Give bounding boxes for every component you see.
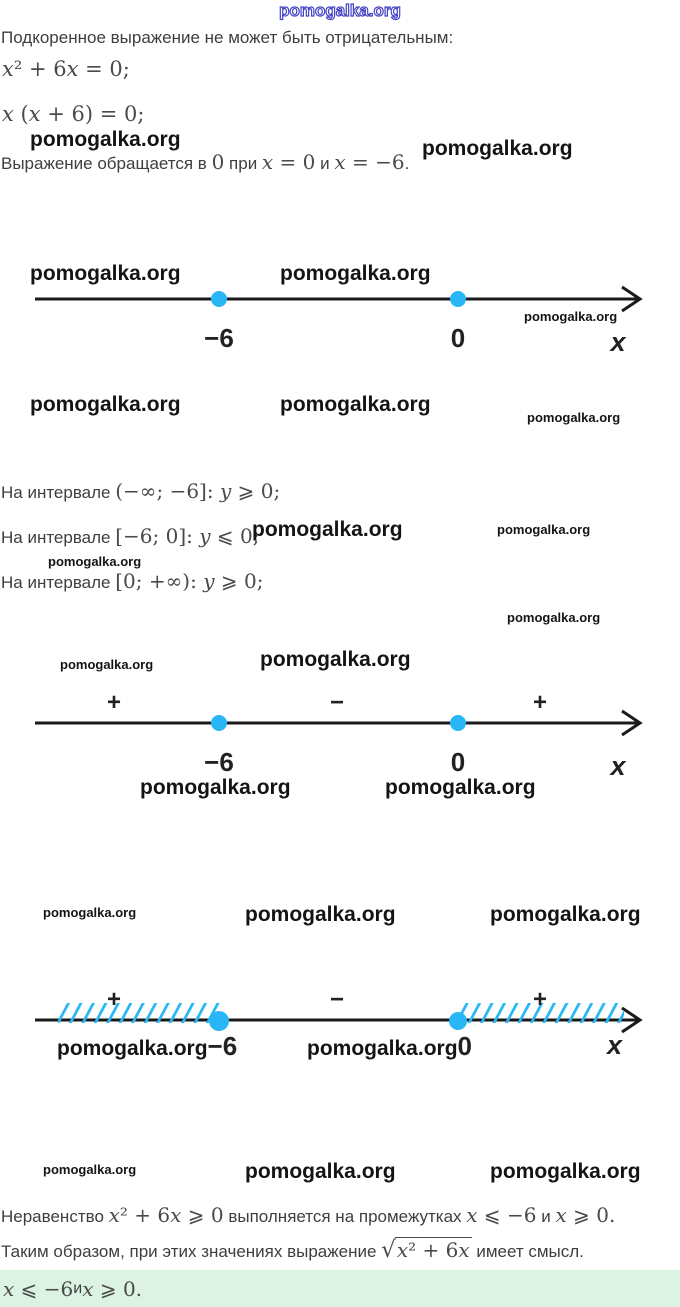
point-label-0: 0 bbox=[451, 747, 465, 777]
watermark: pomogalka.org bbox=[60, 657, 154, 672]
math-interval-2: [−6; 0]: y ⩽ 0; bbox=[115, 524, 260, 548]
watermark: pomogalka.org bbox=[490, 903, 641, 926]
watermark: pomogalka.org bbox=[497, 522, 591, 537]
watermark: pomogalka.org bbox=[30, 128, 181, 151]
interval-statement-1: На интервале (−∞; −6]: y ⩾ 0; bbox=[1, 481, 280, 505]
sign-plus: + bbox=[533, 986, 547, 1013]
text-segment: выполняется на промежутках bbox=[223, 1207, 467, 1226]
watermark: pomogalka.org bbox=[245, 1160, 396, 1183]
math-x-eq-neg6: x = −6 bbox=[334, 150, 405, 174]
point-dot-neg6 bbox=[209, 1011, 229, 1031]
sign-minus: − bbox=[330, 986, 344, 1013]
number-line-1: −6 0 x pomogalka.org bbox=[35, 285, 643, 357]
point-label-0: 0 bbox=[457, 1031, 472, 1061]
watermark: pomogalka.org bbox=[43, 905, 137, 920]
math-radicand: x² + 6x bbox=[394, 1237, 472, 1262]
math-x-ge-0: x ⩾ 0 bbox=[555, 1203, 609, 1227]
sign-plus: + bbox=[107, 986, 121, 1013]
text-segment: На интервале bbox=[1, 573, 116, 592]
equation-1: x² + 6x = 0; bbox=[2, 57, 130, 81]
axis-label-x: x bbox=[607, 1030, 623, 1060]
text-segment: Выражение обращается в bbox=[1, 154, 212, 173]
watermark: pomogalka.org bbox=[252, 518, 403, 541]
axis-label-x: x bbox=[608, 751, 626, 781]
point-dot-0 bbox=[449, 1012, 467, 1030]
point-label-group-neg6: pomogalka.org −6 bbox=[57, 1031, 237, 1061]
watermark: pomogalka.org bbox=[140, 776, 291, 799]
text-segment: На интервале bbox=[1, 483, 116, 502]
watermark: pomogalka.org bbox=[43, 1162, 137, 1177]
point-label-neg6: −6 bbox=[204, 323, 234, 353]
watermark: pomogalka.org bbox=[260, 648, 411, 671]
sign-plus: + bbox=[107, 689, 121, 716]
point-dot-neg6 bbox=[211, 291, 227, 307]
watermark: pomogalka.org bbox=[30, 262, 181, 285]
math-interval-3: [0; +∞): y ⩾ 0; bbox=[115, 569, 264, 593]
text-segment: при bbox=[224, 154, 262, 173]
point-dot-neg6 bbox=[211, 715, 227, 731]
shaded-region-right bbox=[458, 1003, 624, 1023]
text-segment: и bbox=[73, 1279, 83, 1297]
interval-statement-2: На интервале [−6; 0]: y ⩽ 0; bbox=[1, 526, 260, 550]
math-x-eq-0: x = 0 bbox=[261, 150, 316, 174]
watermark: pomogalka.org bbox=[524, 309, 617, 324]
watermark: pomogalka.org bbox=[385, 776, 536, 799]
point-dot-0 bbox=[450, 715, 466, 731]
point-label-neg6: −6 bbox=[207, 1031, 238, 1061]
point-label-0: 0 bbox=[451, 323, 465, 353]
conclusion-inequality: Неравенство x² + 6x ⩾ 0 выполняется на п… bbox=[1, 1203, 615, 1230]
sign-minus: − bbox=[330, 689, 344, 716]
watermark: pomogalka.org bbox=[527, 410, 621, 425]
watermark: pomogalka.org bbox=[57, 1037, 208, 1060]
shaded-region-left bbox=[58, 1003, 222, 1023]
text-segment: . bbox=[135, 1276, 143, 1301]
watermark: pomogalka.org bbox=[280, 262, 431, 285]
watermark: pomogalka.org bbox=[422, 137, 573, 160]
interval-statement-3: На интервале [0; +∞): y ⩾ 0; bbox=[1, 571, 263, 595]
text-segment: Неравенство bbox=[1, 1207, 109, 1226]
axis-label-x: x bbox=[608, 327, 626, 357]
sign-plus: + bbox=[533, 689, 547, 716]
statement-radicand: Подкоренное выражение не может быть отри… bbox=[1, 28, 454, 47]
conclusion-sqrt: Таким образом, при этих значениях выраже… bbox=[1, 1237, 584, 1265]
point-dot-0 bbox=[450, 291, 466, 307]
point-label-group-0: pomogalka.org 0 bbox=[307, 1031, 472, 1061]
math-x-le-neg6: x ⩽ −6 bbox=[466, 1203, 537, 1227]
math-interval-1: (−∞; −6]: y ⩾ 0; bbox=[115, 479, 281, 503]
number-line-3: + − + bbox=[35, 986, 643, 1034]
arrow-right-icon bbox=[621, 1006, 643, 1034]
equation-2: x (x + 6) = 0; bbox=[2, 102, 145, 126]
watermark: pomogalka.org bbox=[490, 1160, 641, 1183]
number-line-2: + − + −6 0 x bbox=[35, 689, 643, 781]
text-segment: . bbox=[404, 154, 410, 173]
arrow-right-icon bbox=[621, 709, 643, 737]
math-inequality: x² + 6x ⩾ 0 bbox=[108, 1203, 224, 1227]
watermark: pomogalka.org bbox=[507, 610, 601, 625]
watermark: pomogalka.org bbox=[48, 554, 142, 569]
watermark: pomogalka.org bbox=[30, 393, 181, 416]
answer-box: x ⩽ −6 и x ⩾ 0. bbox=[0, 1270, 680, 1307]
math-zero: 0 bbox=[211, 150, 225, 174]
text-segment: и bbox=[536, 1207, 556, 1226]
statement-roots: Выражение обращается в 0 при x = 0 и x =… bbox=[1, 152, 409, 176]
math-answer-2: x ⩾ 0 bbox=[82, 1276, 136, 1301]
text-segment: На интервале bbox=[1, 528, 116, 547]
point-label-neg6: −6 bbox=[204, 747, 234, 777]
sqrt-icon: √ bbox=[381, 1237, 396, 1263]
watermark: pomogalka.org bbox=[278, 0, 401, 20]
text-segment: и bbox=[315, 154, 335, 173]
math-answer-1: x ⩽ −6 bbox=[3, 1276, 74, 1301]
watermark: pomogalka.org bbox=[280, 393, 431, 416]
text-segment: имеет смысл. bbox=[471, 1242, 584, 1261]
text-segment: . bbox=[608, 1203, 616, 1227]
text-segment: Таким образом, при этих значениях выраже… bbox=[1, 1242, 382, 1261]
arrow-right-icon bbox=[621, 285, 643, 313]
watermark: pomogalka.org bbox=[245, 903, 396, 926]
watermark: pomogalka.org bbox=[307, 1037, 458, 1060]
